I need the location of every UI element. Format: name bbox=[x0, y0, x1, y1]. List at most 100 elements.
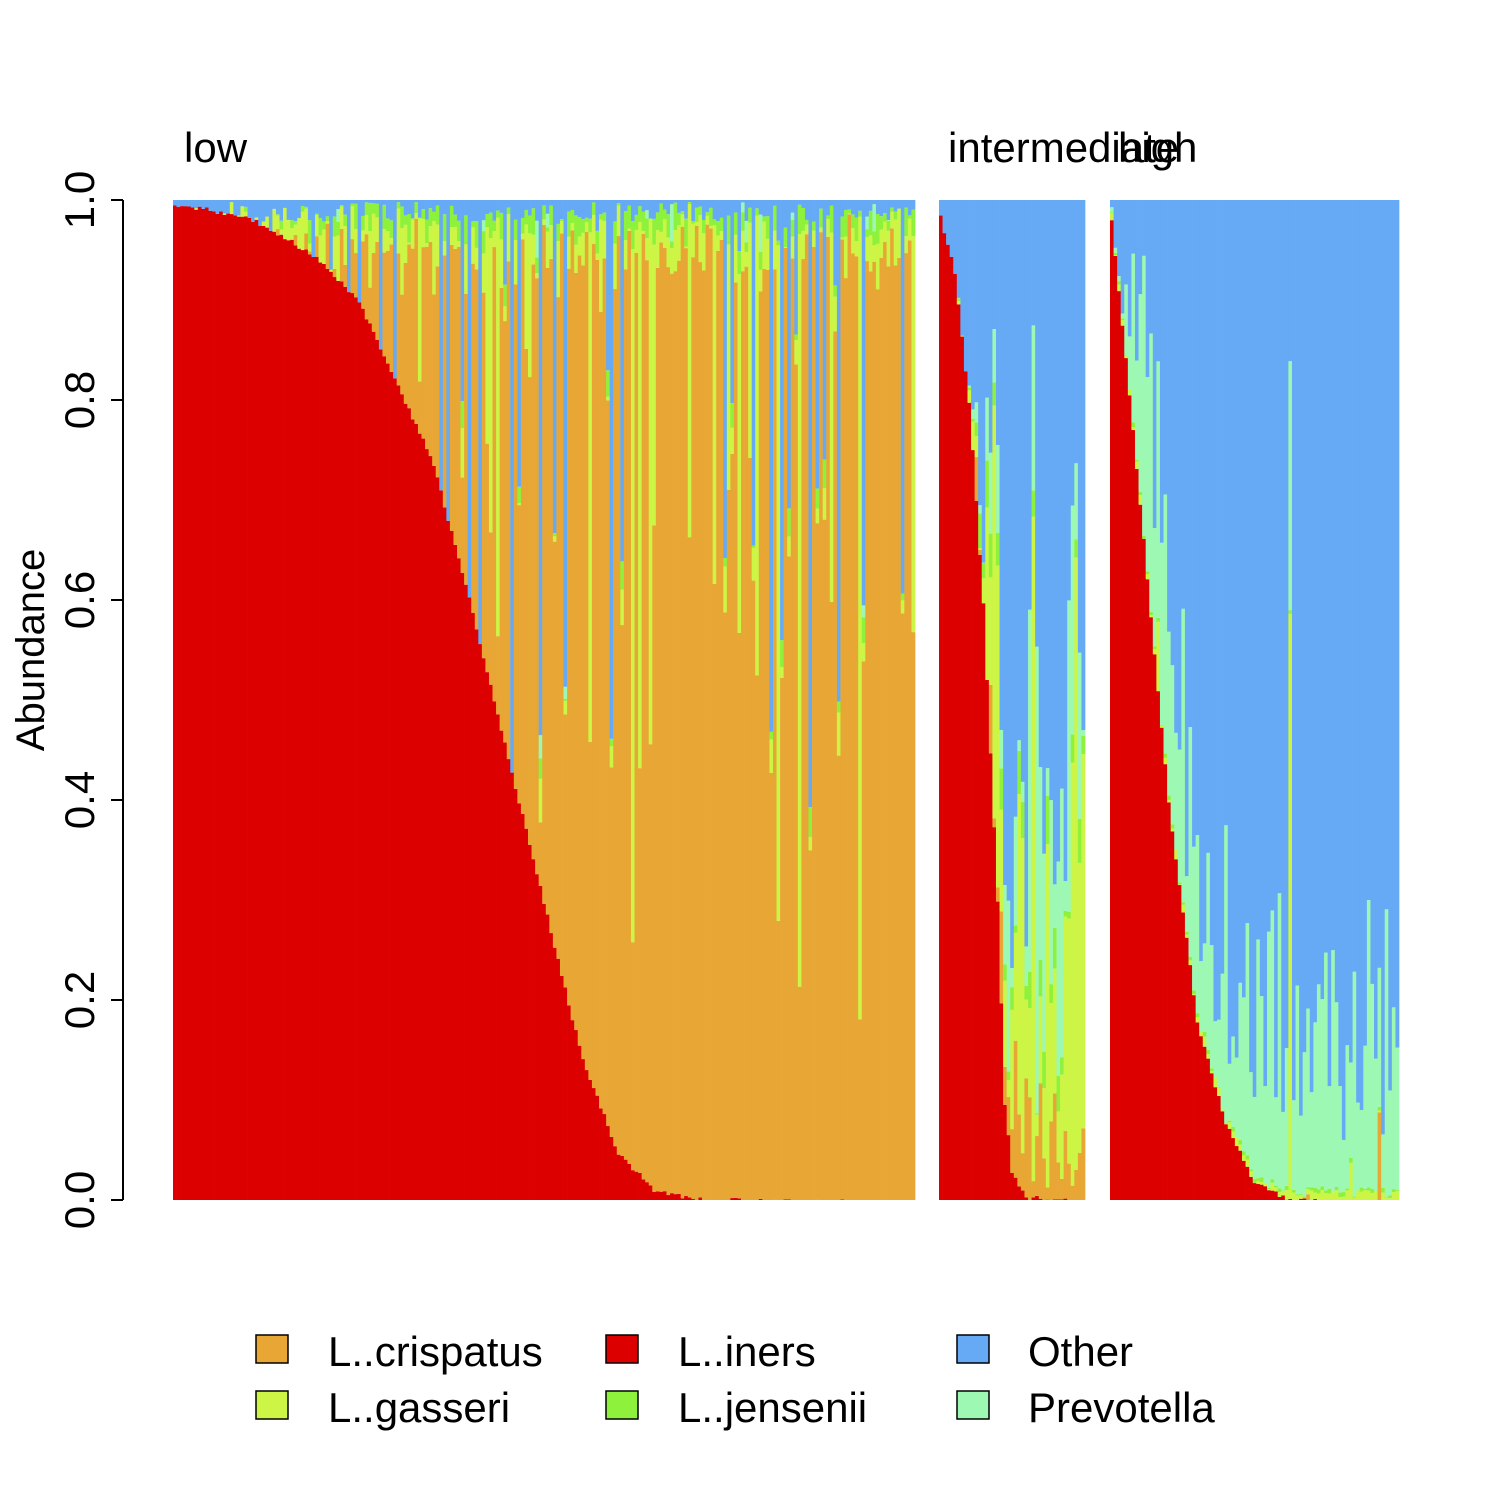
bar-segment-low-liners bbox=[219, 211, 224, 1200]
bar-segment-high-other bbox=[1359, 200, 1364, 1110]
bar-segment-low-ljensenii bbox=[652, 218, 657, 245]
bar-segment-high-lgasseri bbox=[1199, 1031, 1204, 1037]
bar-segment-low-other bbox=[268, 200, 273, 231]
bar-segment-low-liners bbox=[272, 231, 277, 1201]
bar-segment-low-lcrispatus bbox=[602, 258, 607, 1115]
bar-segment-low-ljensenii bbox=[354, 203, 358, 230]
bar-segment-low-other bbox=[236, 200, 241, 216]
bar-segment-low-lcrispatus bbox=[371, 253, 376, 332]
bar-segment-low-ljensenii bbox=[698, 206, 703, 216]
bar-segment-low-lcrispatus bbox=[623, 269, 628, 1160]
bar-segment-high-ljensenii bbox=[1242, 1151, 1246, 1156]
bar-segment-high-ljensenii bbox=[1263, 1183, 1268, 1184]
bar-segment-intermediate-lcrispatus bbox=[1049, 1121, 1054, 1200]
bar-segment-low-ljensenii bbox=[741, 212, 745, 231]
bar-segment-low-lcrispatus bbox=[670, 273, 674, 1194]
bar-segment-low-liners bbox=[645, 1182, 650, 1200]
bar-segment-low-ljensenii bbox=[883, 213, 887, 222]
bar-segment-low-other bbox=[488, 200, 493, 213]
bar-segment-high-lgasseri bbox=[1356, 1190, 1361, 1200]
bar-segment-high-ljensenii bbox=[1381, 1188, 1386, 1193]
bar-segment-intermediate-lcrispatus bbox=[1017, 1114, 1022, 1187]
bar-segment-low-other bbox=[414, 200, 419, 203]
bar-segment-low-lcrispatus bbox=[425, 246, 429, 450]
bar-segment-low-other bbox=[723, 200, 728, 558]
bar-segment-low-other bbox=[769, 200, 774, 732]
bar-segment-high-ljensenii bbox=[1195, 1013, 1200, 1018]
bar-segment-high-prevotella bbox=[1309, 1092, 1314, 1188]
bar-segment-low-lgasseri bbox=[865, 236, 870, 262]
bar-segment-low-other bbox=[471, 200, 476, 222]
bar-segment-intermediate-lgasseri bbox=[967, 390, 972, 403]
bar-segment-low-ljensenii bbox=[645, 218, 650, 239]
bar-segment-low-lgasseri bbox=[481, 253, 486, 293]
bar-segment-low-prevotella bbox=[670, 204, 674, 242]
bar-segment-low-lcrispatus bbox=[496, 636, 500, 715]
bar-segment-intermediate-prevotella bbox=[985, 397, 990, 461]
bar-segment-low-lcrispatus bbox=[442, 255, 447, 508]
bar-segment-high-other bbox=[1277, 200, 1282, 894]
bar-segment-low-ljensenii bbox=[765, 216, 770, 239]
bar-segment-intermediate-other bbox=[1045, 200, 1050, 769]
bar-segment-high-liners bbox=[1195, 1022, 1200, 1200]
bar-segment-low-lgasseri bbox=[819, 227, 824, 233]
bar-segment-low-lcrispatus bbox=[836, 755, 841, 1200]
bar-segment-low-ljensenii bbox=[407, 213, 412, 243]
bar-segment-intermediate-liners bbox=[988, 753, 993, 1200]
bar-segment-intermediate-ljensenii bbox=[1006, 1071, 1011, 1081]
bar-segment-high-prevotella bbox=[1213, 1021, 1218, 1078]
bar-segment-low-lcrispatus bbox=[503, 321, 508, 743]
bar-segment-low-ljensenii bbox=[293, 221, 298, 225]
bar-segment-low-ljensenii bbox=[844, 209, 848, 237]
bar-segment-high-other bbox=[1206, 200, 1211, 853]
bar-segment-low-other bbox=[893, 200, 898, 212]
bar-segment-low-liners bbox=[630, 1170, 635, 1200]
bar-segment-low-lgasseri bbox=[822, 488, 827, 520]
bar-segment-low-liners bbox=[279, 234, 284, 1200]
bar-segment-low-other bbox=[819, 200, 824, 209]
bar-segment-intermediate-other bbox=[1067, 200, 1072, 601]
bar-segment-low-other bbox=[339, 200, 344, 206]
bar-segment-low-other bbox=[861, 200, 866, 606]
bar-segment-intermediate-ljensenii bbox=[1045, 795, 1050, 845]
bar-segment-low-ljensenii bbox=[705, 212, 710, 216]
bar-segment-high-other bbox=[1184, 200, 1189, 877]
bar-segment-low-ljensenii bbox=[453, 214, 458, 227]
bar-segment-high-prevotella bbox=[1131, 253, 1136, 423]
bar-segment-low-other bbox=[730, 200, 735, 404]
bar-segment-low-liners bbox=[286, 240, 291, 1200]
bar-segment-low-ljensenii bbox=[680, 211, 685, 215]
bar-segment-intermediate-ljensenii bbox=[988, 533, 993, 578]
bar-segment-high-prevotella bbox=[1163, 494, 1168, 754]
bar-segment-low-lgasseri bbox=[627, 228, 632, 231]
bar-segment-low-lcrispatus bbox=[595, 259, 600, 1096]
bar-segment-low-ljensenii bbox=[332, 216, 337, 237]
bar-segment-low-other bbox=[787, 200, 792, 509]
bar-segment-low-other bbox=[496, 200, 500, 211]
bar-segment-low-liners bbox=[481, 658, 486, 1200]
legend-swatch-prevotella bbox=[956, 1390, 990, 1420]
bar-segment-low-other bbox=[744, 200, 749, 221]
bar-segment-low-ljensenii bbox=[464, 215, 469, 245]
bar-segment-high-prevotella bbox=[1124, 284, 1129, 356]
bar-segment-low-lcrispatus bbox=[730, 453, 735, 1199]
bar-segment-intermediate-lgasseri bbox=[1052, 968, 1057, 1094]
bar-segment-low-lgasseri bbox=[883, 221, 887, 243]
bar-segment-low-other bbox=[712, 200, 717, 220]
bar-segment-high-prevotella bbox=[1299, 1115, 1304, 1194]
bar-segment-low-other bbox=[528, 200, 532, 216]
bar-segment-low-liners bbox=[652, 1191, 657, 1200]
bar-segment-low-liners bbox=[460, 572, 465, 1200]
bar-segment-low-other bbox=[240, 200, 245, 207]
bar-segment-low-ljensenii bbox=[591, 202, 596, 216]
bar-segment-low-liners bbox=[204, 207, 209, 1200]
bar-segment-low-lgasseri bbox=[428, 226, 433, 242]
bar-segment-low-liners bbox=[503, 742, 508, 1200]
legend-swatch-crispatus bbox=[255, 1334, 289, 1364]
bar-segment-high-other bbox=[1274, 200, 1279, 1098]
bar-segment-low-lcrispatus bbox=[879, 257, 884, 1200]
bar-segment-intermediate-other bbox=[960, 200, 965, 336]
bar-segment-low-lcrispatus bbox=[776, 920, 781, 1200]
bar-segment-low-lgasseri bbox=[503, 306, 508, 322]
bar-segment-low-other bbox=[549, 200, 554, 206]
